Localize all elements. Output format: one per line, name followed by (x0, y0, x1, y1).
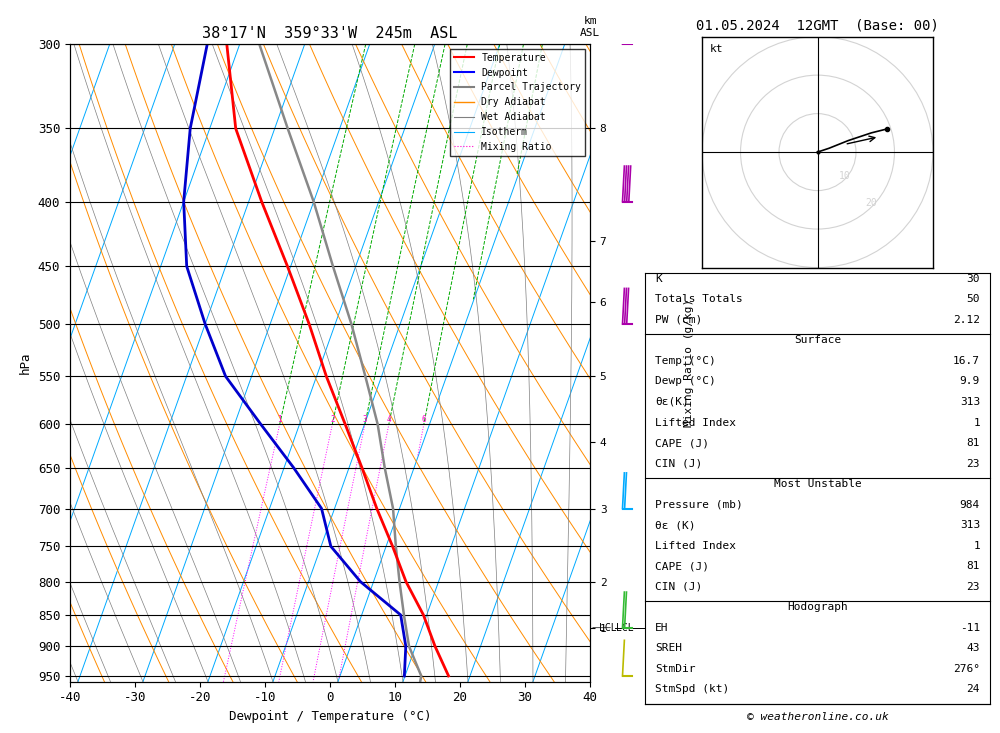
Text: CAPE (J): CAPE (J) (655, 438, 709, 448)
Text: PW (cm): PW (cm) (655, 315, 702, 325)
Text: 24: 24 (966, 685, 980, 694)
Text: 30: 30 (966, 274, 980, 284)
Text: θε (K): θε (K) (655, 520, 696, 530)
Text: Lifted Index: Lifted Index (655, 541, 736, 550)
Text: 1: 1 (973, 541, 980, 550)
Text: 1: 1 (973, 418, 980, 427)
Text: CIN (J): CIN (J) (655, 459, 702, 468)
Text: 2: 2 (330, 415, 335, 424)
Text: 4: 4 (387, 415, 391, 424)
Text: 81: 81 (966, 561, 980, 571)
Text: Temp (°C): Temp (°C) (655, 356, 716, 366)
Text: CIN (J): CIN (J) (655, 582, 702, 592)
Text: 81: 81 (966, 438, 980, 448)
Text: Mixing Ratio (g/kg): Mixing Ratio (g/kg) (684, 299, 694, 427)
Text: LCL: LCL (593, 623, 634, 633)
Text: Totals Totals: Totals Totals (655, 295, 743, 304)
Text: -11: -11 (960, 623, 980, 633)
Text: 9.9: 9.9 (960, 377, 980, 386)
Text: θε(K): θε(K) (655, 397, 689, 407)
Text: 23: 23 (966, 582, 980, 592)
Y-axis label: hPa: hPa (19, 352, 32, 374)
Text: 6: 6 (422, 415, 426, 424)
Text: 10: 10 (839, 171, 850, 181)
X-axis label: Dewpoint / Temperature (°C): Dewpoint / Temperature (°C) (229, 710, 431, 723)
Text: 23: 23 (966, 459, 980, 468)
Text: km
ASL: km ASL (580, 16, 600, 37)
Text: 43: 43 (966, 644, 980, 653)
Text: 276°: 276° (953, 664, 980, 674)
Text: 313: 313 (960, 520, 980, 530)
Text: © weatheronline.co.uk: © weatheronline.co.uk (747, 712, 888, 722)
Legend: Temperature, Dewpoint, Parcel Trajectory, Dry Adiabat, Wet Adiabat, Isotherm, Mi: Temperature, Dewpoint, Parcel Trajectory… (450, 49, 585, 156)
Title: 38°17'N  359°33'W  245m  ASL: 38°17'N 359°33'W 245m ASL (202, 26, 458, 42)
Text: 3: 3 (363, 415, 367, 424)
Text: 1: 1 (277, 415, 282, 424)
Text: Hodograph: Hodograph (787, 603, 848, 612)
Text: kt: kt (710, 44, 723, 54)
Text: 50: 50 (966, 295, 980, 304)
Text: EH: EH (655, 623, 668, 633)
Text: Dewp (°C): Dewp (°C) (655, 377, 716, 386)
Text: StmSpd (kt): StmSpd (kt) (655, 685, 729, 694)
Text: StmDir: StmDir (655, 664, 696, 674)
Text: K: K (655, 274, 662, 284)
Text: 313: 313 (960, 397, 980, 407)
Text: Surface: Surface (794, 336, 841, 345)
Text: 984: 984 (960, 500, 980, 509)
Text: Lifted Index: Lifted Index (655, 418, 736, 427)
Text: 20: 20 (866, 198, 877, 208)
Text: CAPE (J): CAPE (J) (655, 561, 709, 571)
Text: 16.7: 16.7 (953, 356, 980, 366)
Text: SREH: SREH (655, 644, 682, 653)
Text: Pressure (mb): Pressure (mb) (655, 500, 743, 509)
Text: Most Unstable: Most Unstable (774, 479, 861, 489)
Text: 01.05.2024  12GMT  (Base: 00): 01.05.2024 12GMT (Base: 00) (696, 18, 939, 32)
Text: LCL: LCL (599, 623, 616, 633)
Text: 2.12: 2.12 (953, 315, 980, 325)
